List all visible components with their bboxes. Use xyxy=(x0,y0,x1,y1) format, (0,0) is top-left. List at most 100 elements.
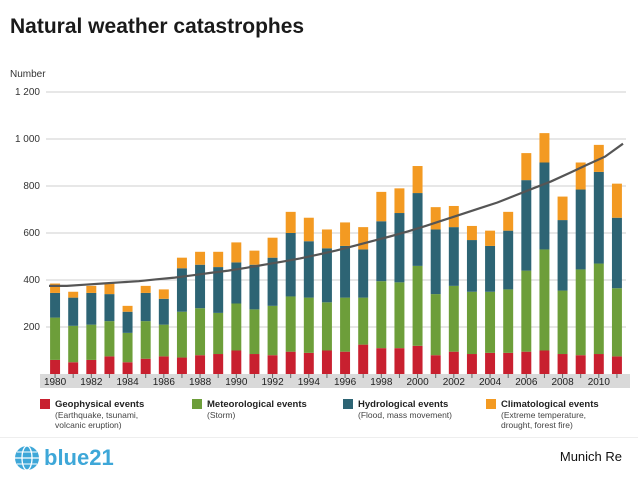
bar-hydrological xyxy=(50,292,61,318)
bar-meteorological xyxy=(358,297,369,345)
bar-geophysical xyxy=(104,356,115,374)
bar-climatological xyxy=(50,283,61,293)
bar-hydrological xyxy=(86,292,97,325)
bar-hydrological xyxy=(611,217,622,289)
bar-meteorological xyxy=(321,302,332,351)
bar-hydrological xyxy=(68,297,79,326)
y-tick-label: 600 xyxy=(23,228,40,239)
bar-meteorological xyxy=(50,317,61,360)
y-tick-label: 200 xyxy=(23,322,40,333)
legend-desc-hydrological: (Flood, mass movement) xyxy=(358,410,452,420)
bar-climatological xyxy=(104,283,115,295)
bar-climatological xyxy=(68,291,79,298)
bar-meteorological xyxy=(376,281,387,349)
bar-meteorological xyxy=(231,303,242,351)
bar-geophysical xyxy=(267,355,278,374)
bar-geophysical xyxy=(68,362,79,374)
source-credit: Munich Re xyxy=(559,449,622,464)
bar-geophysical xyxy=(231,350,242,374)
bar-hydrological xyxy=(267,257,278,306)
bar-climatological xyxy=(267,237,278,258)
legend-label-meteorological: Meteorological events xyxy=(207,399,307,410)
x-tick-label: 2004 xyxy=(479,377,502,388)
bar-hydrological xyxy=(521,180,532,271)
bar-climatological xyxy=(249,250,260,265)
bar-hydrological xyxy=(503,230,514,290)
bar-hydrological xyxy=(358,249,369,298)
bar-climatological xyxy=(285,211,296,233)
x-tick-label: 1998 xyxy=(370,377,393,388)
bar-climatological xyxy=(340,222,351,246)
bar-hydrological xyxy=(394,213,405,283)
legend-swatch-hydrological xyxy=(343,399,353,409)
bar-meteorological xyxy=(68,325,79,363)
bar-climatological xyxy=(521,153,532,181)
x-axis-band xyxy=(40,374,630,388)
bar-hydrological xyxy=(485,245,496,292)
bar-climatological xyxy=(611,183,622,218)
bar-meteorological xyxy=(412,265,423,346)
bar-hydrological xyxy=(539,162,550,250)
bar-meteorological xyxy=(593,263,604,355)
bar-hydrological xyxy=(321,248,332,303)
bar-climatological xyxy=(466,225,477,241)
legend: Geophysical events(Earthquake, tsunami,v… xyxy=(40,399,599,430)
globe-icon xyxy=(15,445,39,471)
bar-hydrological xyxy=(122,311,133,333)
y-tick-label: 400 xyxy=(23,275,40,286)
bar-climatological xyxy=(303,217,314,242)
bar-geophysical xyxy=(122,362,133,374)
bar-meteorological xyxy=(122,332,133,363)
bar-geophysical xyxy=(593,354,604,374)
y-tick-label: 1 000 xyxy=(15,134,40,145)
x-tick-label: 1990 xyxy=(225,377,248,388)
bar-geophysical xyxy=(321,350,332,374)
bars xyxy=(50,133,622,374)
x-tick-label: 1986 xyxy=(153,377,176,388)
bar-geophysical xyxy=(340,351,351,374)
x-tick-label: 1992 xyxy=(261,377,284,388)
bar-geophysical xyxy=(376,348,387,374)
bar-climatological xyxy=(539,133,550,163)
bar-hydrological xyxy=(104,294,115,322)
bar-hydrological xyxy=(231,262,242,304)
trend-line xyxy=(49,142,624,287)
bar-hydrological xyxy=(575,189,586,270)
x-tick-label: 2008 xyxy=(551,377,574,388)
bar-geophysical xyxy=(140,358,151,374)
bar-geophysical xyxy=(158,356,169,374)
bar-meteorological xyxy=(285,296,296,352)
bar-hydrological xyxy=(249,264,260,310)
trend-line-path xyxy=(49,142,624,287)
bar-meteorological xyxy=(394,282,405,349)
y-axis-label: Number xyxy=(10,69,46,80)
bar-climatological xyxy=(195,251,206,265)
bar-meteorological xyxy=(340,297,351,352)
bar-meteorological xyxy=(158,324,169,357)
y-tick-label: 1 200 xyxy=(15,87,40,98)
bar-meteorological xyxy=(557,290,568,355)
bar-hydrological xyxy=(303,241,314,298)
bar-climatological xyxy=(321,229,332,249)
bar-meteorological xyxy=(86,324,97,360)
bar-geophysical xyxy=(86,359,97,374)
x-tick-label: 1996 xyxy=(334,377,357,388)
bar-climatological xyxy=(412,166,423,194)
bar-meteorological xyxy=(521,270,532,352)
y-tick-label: 800 xyxy=(23,181,40,192)
x-tick-label: 2002 xyxy=(443,377,466,388)
bar-hydrological xyxy=(176,268,187,312)
bar-geophysical xyxy=(575,355,586,374)
bar-geophysical xyxy=(412,345,423,374)
x-tick-label: 1994 xyxy=(298,377,321,388)
bar-geophysical xyxy=(285,351,296,374)
bar-meteorological xyxy=(575,269,586,356)
bar-meteorological xyxy=(104,321,115,357)
bar-hydrological xyxy=(448,227,459,286)
bar-geophysical xyxy=(430,355,441,374)
bar-climatological xyxy=(575,162,586,190)
legend-desc-geophysical: volcanic eruption) xyxy=(55,420,122,430)
bar-geophysical xyxy=(466,354,477,374)
bar-hydrological xyxy=(285,233,296,297)
bar-geophysical xyxy=(611,356,622,374)
